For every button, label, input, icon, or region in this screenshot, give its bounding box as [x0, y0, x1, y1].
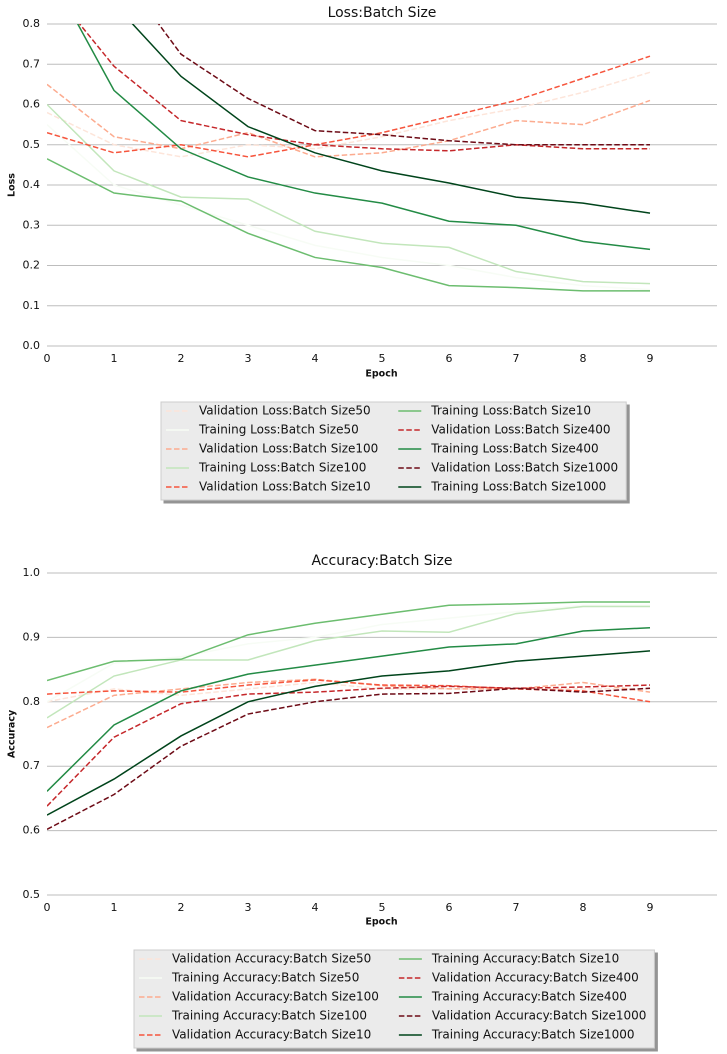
- y-tick-label: 0.5: [23, 888, 41, 901]
- y-tick-label: 0.7: [23, 759, 41, 772]
- y-tick-label: 0.6: [23, 98, 41, 111]
- series-line: [47, 604, 650, 703]
- legend-label: Training Loss:Batch Size10: [430, 404, 591, 418]
- x-tick-label: 7: [513, 901, 520, 914]
- series-line: [47, 678, 651, 729]
- series-line: [47, 679, 651, 703]
- chart-title: Accuracy:Batch Size: [311, 553, 452, 569]
- x-tick-label: 3: [245, 901, 252, 914]
- x-tick-label: 9: [647, 352, 654, 365]
- y-tick-label: 0.8: [23, 695, 41, 708]
- x-tick-label: 2: [178, 352, 185, 365]
- legend-label: Training Accuracy:Batch Size1000: [431, 1028, 635, 1042]
- series-line: [47, 687, 651, 830]
- series-line: [47, 83, 651, 158]
- series-line: [47, 55, 651, 158]
- legend-label: Validation Loss:Batch Size10: [199, 480, 371, 494]
- series-line: [47, 650, 651, 816]
- series-line: [47, 605, 650, 719]
- legend-label: Validation Accuracy:Batch Size400: [432, 971, 639, 985]
- series-line: [78, 24, 650, 152]
- y-tick-label: 0.2: [23, 259, 41, 272]
- legend-label: Validation Accuracy:Batch Size10: [172, 1028, 371, 1042]
- series-line: [47, 601, 650, 682]
- series-line: [47, 684, 651, 807]
- x-tick-label: 6: [446, 352, 453, 365]
- legend-label: Training Accuracy:Batch Size400: [431, 990, 627, 1004]
- y-axis-label: Accuracy: [7, 709, 18, 758]
- legend-label: Training Accuracy:Batch Size100: [171, 1009, 367, 1023]
- chart: Accuracy:Batch Size 0.5 0.6 0.7 0.8 0.9 1.0 0 1 2…: [7, 553, 717, 1049]
- x-tick-label: 6: [446, 901, 453, 914]
- series-line: [131, 24, 651, 214]
- legend-box: [160, 401, 627, 501]
- y-tick-label: 1.0: [23, 566, 41, 579]
- x-tick-label: 4: [312, 352, 319, 365]
- y-tick-label: 0.1: [23, 299, 41, 312]
- chart: Loss:Batch Size 0.0 0.1 0.2 0.3 0.4 0.5 0.6 0.7 0…: [7, 5, 717, 501]
- x-tick-label: 4: [312, 901, 319, 914]
- x-tick-label: 2: [178, 901, 185, 914]
- legend-label: Validation Loss:Batch Size50: [199, 404, 371, 418]
- y-tick-label: 0.3: [23, 218, 41, 231]
- legend-label: Validation Accuracy:Batch Size50: [172, 952, 371, 966]
- legend-box: [133, 949, 655, 1049]
- legend-label: Validation Accuracy:Batch Size100: [172, 990, 379, 1004]
- legend: Validation Accuracy:Batch Size50 Training…: [133, 949, 655, 1049]
- y-axis-label: Loss: [7, 173, 18, 197]
- series-line: [47, 71, 651, 158]
- legend-label: Validation Loss:Batch Size400: [431, 423, 610, 437]
- legend-label: Validation Loss:Batch Size100: [199, 442, 378, 456]
- legend-label: Training Loss:Batch Size400: [430, 442, 598, 456]
- x-tick-label: 7: [513, 352, 520, 365]
- legend-label: Training Accuracy:Batch Size10: [431, 952, 619, 966]
- x-tick-label: 8: [580, 352, 587, 365]
- series-line: [47, 158, 650, 292]
- series-line: [47, 124, 651, 291]
- series-line: [47, 681, 650, 703]
- legend-label: Training Accuracy:Batch Size50: [171, 971, 359, 985]
- y-tick-label: 0.0: [23, 339, 41, 352]
- chart-title: Loss:Batch Size: [328, 5, 437, 21]
- y-tick-label: 0.9: [23, 630, 41, 643]
- x-tick-label: 1: [111, 352, 118, 365]
- x-tick-label: 5: [379, 352, 386, 365]
- y-tick-label: 0.7: [23, 57, 41, 70]
- legend-label: Training Loss:Batch Size1000: [430, 480, 606, 494]
- series-line: [47, 626, 651, 792]
- plot-area: [47, 601, 651, 830]
- x-tick-label: 0: [44, 901, 51, 914]
- plot-area: [47, 24, 651, 292]
- x-tick-label: 5: [379, 901, 386, 914]
- y-tick-label: 0.8: [23, 17, 41, 30]
- legend-label: Validation Loss:Batch Size1000: [431, 461, 618, 475]
- x-axis-label: Epoch: [365, 917, 397, 928]
- legend: Validation Loss:Batch Size50 Training Los…: [160, 401, 627, 501]
- x-tick-label: 9: [647, 901, 654, 914]
- series-line: [47, 103, 651, 285]
- x-tick-label: 0: [44, 352, 51, 365]
- x-tick-label: 8: [580, 901, 587, 914]
- series-line: [157, 24, 650, 146]
- x-tick-label: 1: [111, 901, 118, 914]
- x-axis-label: Epoch: [365, 369, 397, 380]
- y-tick-label: 0.4: [23, 178, 41, 191]
- series-line: [76, 24, 651, 251]
- legend-label: Training Loss:Batch Size50: [198, 423, 359, 437]
- legend-label: Validation Accuracy:Batch Size1000: [432, 1009, 647, 1023]
- legend-label: Training Loss:Batch Size100: [198, 461, 366, 475]
- x-tick-label: 3: [245, 352, 252, 365]
- y-tick-label: 0.5: [23, 138, 41, 151]
- y-tick-label: 0.6: [23, 824, 41, 837]
